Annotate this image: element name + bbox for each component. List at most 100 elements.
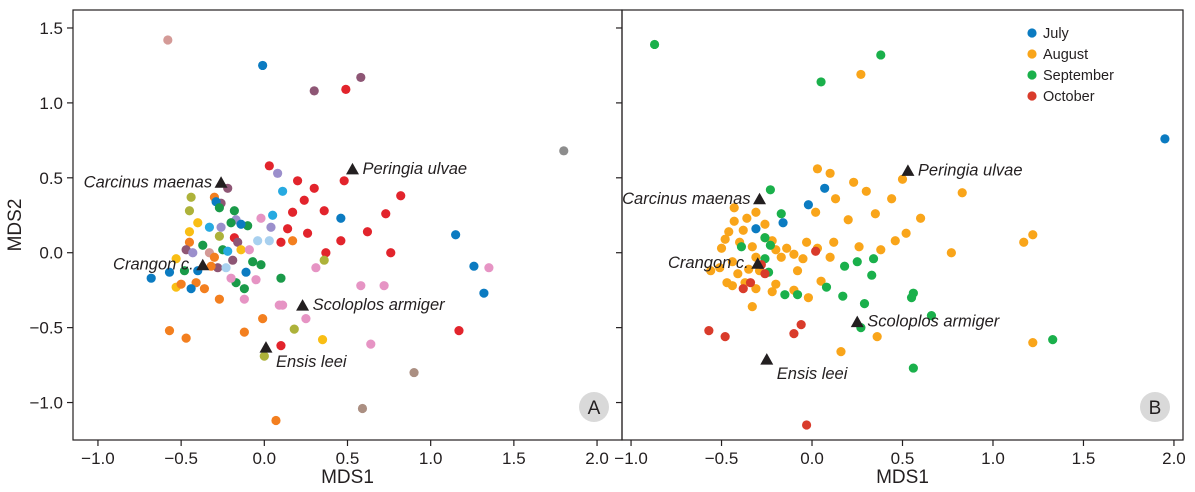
data-point: [1019, 237, 1029, 247]
data-point: [957, 188, 967, 198]
data-point: [821, 282, 832, 292]
data-point: [760, 219, 770, 229]
data-point: [179, 266, 190, 276]
species-label: Crangon c.: [668, 254, 749, 272]
data-point: [164, 326, 175, 336]
data-point: [264, 161, 274, 171]
data-point: [729, 203, 739, 213]
data-point: [876, 50, 886, 60]
y-tick-label: −1.0: [29, 394, 63, 413]
data-point: [801, 420, 812, 430]
species-marker: [760, 353, 774, 365]
legend-label: August: [1043, 47, 1088, 63]
data-point: [825, 168, 835, 178]
data-point: [887, 194, 897, 204]
legend-marker: [1027, 70, 1037, 80]
species-label: Crangon c.: [113, 256, 194, 274]
data-point: [816, 77, 826, 87]
data-point: [229, 206, 239, 216]
data-point: [760, 233, 770, 243]
data-point: [319, 255, 329, 265]
species-marker: [196, 258, 210, 271]
panel-a: −1.0 −0.5 0.0 0.5 1.0 1.5 2.0 −1.0 −0.5 0.0 0.5 1.0…: [5, 9, 623, 488]
data-point: [742, 213, 752, 223]
x-tick-label: 0.0: [800, 449, 824, 468]
species-label: Ensis leei: [777, 365, 849, 383]
data-point: [479, 288, 489, 298]
data-point: [861, 186, 871, 196]
data-point: [379, 281, 389, 291]
panel-label: A: [588, 398, 601, 419]
data-point: [241, 267, 251, 277]
data-point: [733, 269, 743, 279]
data-point: [206, 261, 216, 271]
data-point: [736, 242, 747, 252]
data-point: [724, 227, 734, 237]
data-point: [829, 237, 839, 247]
data-point: [288, 207, 298, 217]
data-point: [1048, 335, 1058, 345]
data-point: [868, 254, 879, 264]
data-point: [816, 276, 826, 286]
data-point: [720, 332, 730, 342]
data-point: [301, 314, 311, 324]
data-point: [274, 300, 284, 310]
data-point: [198, 240, 208, 250]
data-point: [214, 294, 224, 304]
legend-label: September: [1043, 68, 1114, 84]
data-point: [204, 222, 215, 232]
data-point: [727, 281, 737, 291]
data-point: [830, 194, 841, 204]
data-point: [199, 284, 210, 294]
data-point: [872, 332, 882, 342]
data-point: [164, 267, 175, 277]
y-axis-label: MDS2: [5, 199, 26, 252]
data-point: [181, 333, 191, 343]
data-point: [870, 209, 880, 219]
x-tick-label: 2.0: [1162, 449, 1186, 468]
data-point: [184, 206, 195, 216]
data-point: [778, 218, 788, 228]
data-point: [946, 248, 956, 258]
species-marker: [751, 257, 765, 269]
species-marker: [259, 341, 273, 353]
data-point: [386, 248, 396, 258]
data-point: [796, 320, 806, 330]
data-point: [248, 257, 258, 267]
data-point: [273, 168, 283, 178]
data-point: [176, 279, 186, 289]
data-point: [716, 243, 727, 253]
data-point: [867, 270, 877, 280]
data-point: [253, 236, 263, 246]
data-point: [184, 227, 195, 237]
data-point: [184, 237, 195, 247]
data-point: [256, 260, 266, 270]
data-point: [720, 234, 730, 244]
data-point: [729, 216, 739, 226]
x-tick-label: 0.5: [891, 449, 915, 468]
species-label: Peringia ulvae: [918, 161, 1023, 179]
species-marker: [850, 315, 864, 328]
data-point: [559, 146, 569, 156]
data-point: [239, 327, 249, 337]
data-point: [271, 415, 281, 426]
data-point: [859, 299, 870, 309]
data-point: [738, 284, 748, 294]
data-point: [292, 176, 303, 186]
data-point: [319, 206, 329, 216]
data-point: [765, 240, 775, 250]
data-point: [484, 263, 494, 273]
data-point: [780, 290, 790, 300]
data-point: [649, 39, 660, 50]
x-tick-label: 2.0: [585, 449, 609, 468]
x-tick-label: −0.5: [705, 449, 739, 468]
species-marker: [214, 176, 228, 188]
data-point: [798, 254, 808, 264]
legend-label: October: [1043, 89, 1095, 105]
data-point: [236, 245, 246, 255]
data-point: [811, 207, 821, 217]
data-point: [266, 222, 276, 232]
x-tick-label: 1.5: [1072, 449, 1096, 468]
data-point: [336, 213, 346, 223]
data-point: [214, 203, 224, 213]
